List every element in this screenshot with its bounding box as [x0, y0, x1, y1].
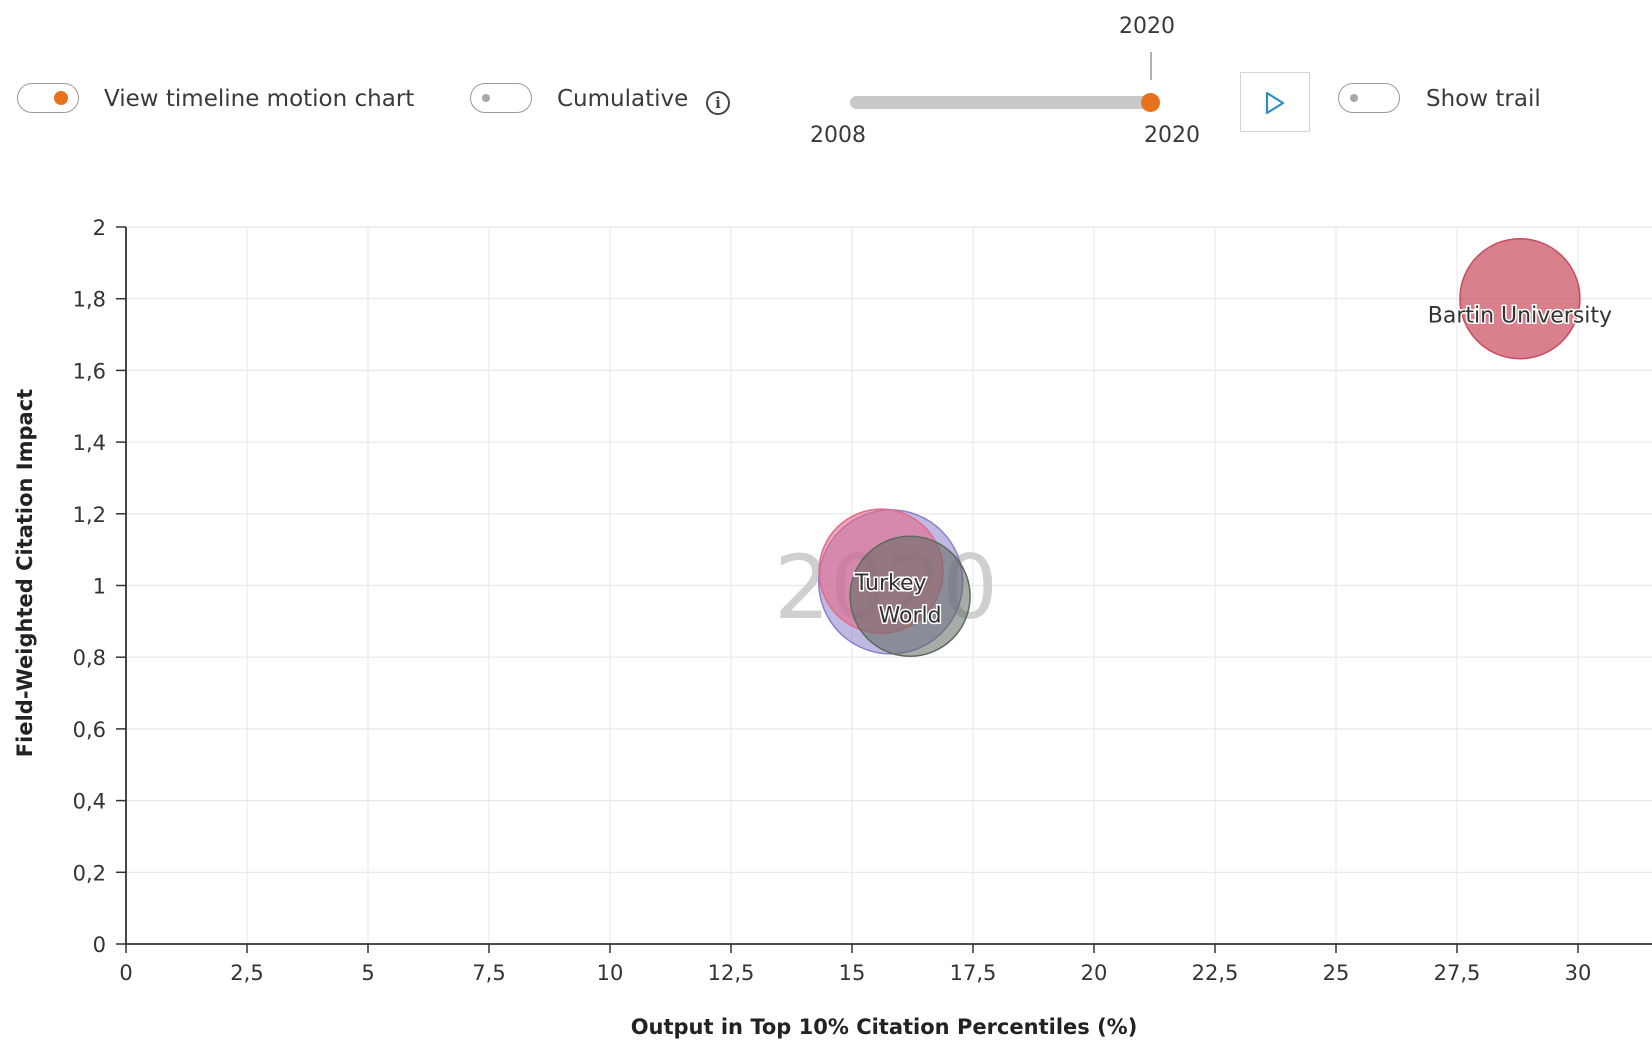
toggle-knob [54, 91, 68, 105]
y-tick-label: 0 [93, 933, 106, 957]
bubble-label-world: World [879, 603, 942, 628]
timeline-motion-toggle[interactable] [17, 83, 79, 113]
x-tick-label: 0 [119, 961, 132, 985]
x-tick-label: 27,5 [1434, 961, 1481, 985]
y-tick-label: 1,8 [73, 288, 106, 312]
y-tick-label: 0,6 [73, 718, 106, 742]
bubble-label-turkey: Turkey [854, 571, 927, 596]
y-tick-label: 1,4 [73, 431, 106, 455]
bubble-world [849, 535, 971, 658]
slider-value-tick [1150, 52, 1152, 80]
slider-current-year: 2020 [1119, 14, 1175, 39]
x-tick-label: 17,5 [950, 961, 997, 985]
bubble-labels: Bartin University World Turkey [852, 302, 1613, 630]
bubbles [817, 237, 1581, 658]
y-tick-label: 0,2 [73, 861, 106, 885]
year-slider-thumb[interactable] [1141, 93, 1160, 112]
x-tick-label: 12,5 [708, 961, 755, 985]
x-tick-label: 20 [1081, 961, 1108, 985]
year-slider-track[interactable] [850, 96, 1152, 109]
x-tick-label: 22,5 [1192, 961, 1239, 985]
chart-controls: View timeline motion chart Cumulative i … [0, 0, 1652, 170]
y-axis-label: Field-Weighted Citation Impact [13, 389, 37, 757]
toggle-knob [1350, 94, 1358, 102]
slider-min-label: 2008 [810, 123, 866, 148]
bubble-label-bartin-university: Bartin University [1428, 304, 1612, 329]
x-tick-label: 30 [1565, 961, 1592, 985]
x-tick-label: 15 [839, 961, 866, 985]
bubble-chart: 2020 02,557,51012,51517,52022,52527,5300… [13, 216, 1652, 1039]
play-button[interactable] [1240, 72, 1310, 132]
axes: 0 2,5 5 7,5 10 12,5 15 17,5 20 22,5 25 27,5 30 0 0,2 0,… [73, 216, 1652, 985]
show-trail-label: Show trail [1426, 86, 1541, 112]
play-icon [1265, 91, 1285, 115]
x-axis-label: Output in Top 10% Citation Percentiles (… [631, 1015, 1138, 1039]
y-tick-label: 0,4 [73, 790, 106, 814]
timeline-motion-label: View timeline motion chart [104, 86, 415, 112]
bubble-bartin-university [1459, 237, 1581, 360]
x-tick-label: 5 [361, 961, 374, 985]
y-tick-label: 0,8 [73, 646, 106, 670]
y-tick-label: 1,2 [73, 503, 106, 527]
slider-max-label: 2020 [1144, 123, 1200, 148]
y-tick-label: 1,6 [73, 359, 106, 383]
x-tick-label: 10 [597, 961, 624, 985]
cumulative-toggle[interactable] [470, 83, 532, 113]
toggle-knob [482, 94, 490, 102]
show-trail-toggle[interactable] [1338, 83, 1400, 113]
y-tick-label: 2 [93, 216, 106, 240]
x-tick-label: 7,5 [472, 961, 505, 985]
info-icon[interactable]: i [706, 91, 730, 115]
cumulative-label: Cumulative [557, 86, 689, 112]
y-tick-label: 1 [93, 575, 106, 599]
x-tick-label: 25 [1323, 961, 1350, 985]
x-tick-label: 2,5 [230, 961, 263, 985]
